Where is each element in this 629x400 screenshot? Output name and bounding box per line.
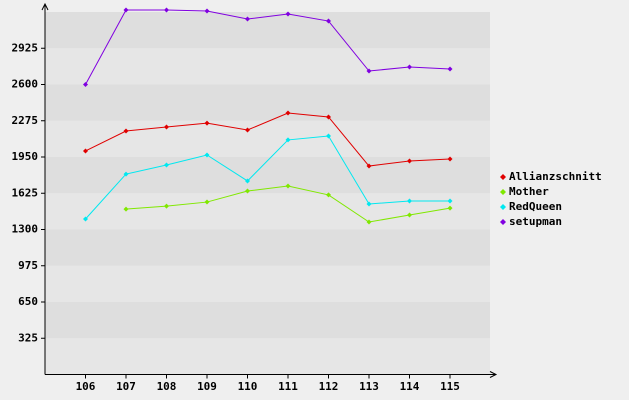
y-tick-label: 1300 [12, 223, 39, 236]
series-line [85, 112, 451, 167]
point [447, 198, 453, 204]
point [164, 203, 169, 209]
point [407, 158, 412, 164]
point [123, 171, 129, 177]
x-tick-label: 107 [116, 380, 136, 393]
x-tick-label: 106 [76, 380, 96, 393]
point [204, 199, 210, 205]
grid-band [45, 120, 490, 157]
point [285, 183, 291, 189]
y-axis-arrow [41, 2, 49, 11]
legend-marker [500, 204, 506, 210]
legend-label: RedQueen [509, 200, 562, 213]
x-tick-label: 111 [278, 380, 298, 393]
point [285, 11, 291, 17]
point [447, 66, 453, 72]
point [245, 16, 250, 22]
grid-band [45, 338, 490, 375]
point [245, 178, 250, 184]
point [164, 162, 169, 168]
legend-marker [500, 189, 506, 195]
point [164, 7, 169, 13]
grid-band [45, 193, 490, 230]
grid-band [45, 12, 490, 49]
legend-label: setupman [509, 215, 562, 228]
y-tick-label: 1950 [12, 150, 39, 163]
point [204, 8, 210, 14]
x-tick-label: 108 [157, 380, 177, 393]
grid-band [45, 265, 490, 302]
series-line [85, 135, 450, 220]
point [366, 163, 372, 169]
point [83, 82, 88, 87]
point [447, 205, 453, 211]
point [285, 137, 291, 143]
point [326, 114, 331, 120]
point [366, 219, 372, 225]
point [326, 192, 331, 198]
x-axis-arrow [489, 371, 498, 378]
x-tick-label: 112 [319, 380, 339, 393]
y-tick-label: 325 [18, 331, 38, 344]
point [83, 216, 88, 222]
point [204, 120, 210, 126]
y-tick-label: 1625 [12, 186, 39, 199]
y-tick-label: 2275 [12, 114, 39, 127]
point [447, 156, 453, 162]
y-tick-label: 2925 [12, 41, 39, 54]
grid-band [45, 229, 490, 266]
grid-band [45, 84, 490, 121]
series-line [85, 9, 451, 85]
point [366, 201, 372, 207]
point [83, 148, 88, 154]
x-tick-label: 113 [359, 380, 379, 393]
y-tick-label: 2600 [12, 78, 39, 91]
legend-label: Allianzschnitt [509, 170, 602, 183]
grid-band [45, 302, 490, 339]
point [326, 18, 331, 24]
legend-label: Mother [509, 185, 549, 198]
point [285, 110, 291, 116]
grid-band [45, 48, 490, 85]
point [245, 188, 250, 194]
point [123, 128, 129, 134]
y-tick-label: 650 [18, 295, 38, 308]
x-tick-label: 109 [197, 380, 217, 393]
x-tick-label: 114 [400, 380, 420, 393]
point [407, 198, 412, 204]
point [164, 124, 169, 130]
point [245, 127, 250, 133]
grid-band [45, 157, 490, 194]
point [204, 152, 210, 158]
point [407, 64, 412, 70]
point [326, 133, 331, 139]
point [123, 7, 129, 13]
point [407, 212, 412, 218]
x-tick-label: 115 [440, 380, 460, 393]
legend-marker [500, 219, 506, 225]
x-tick-label: 110 [238, 380, 258, 393]
y-tick-label: 975 [18, 259, 38, 272]
point [366, 68, 372, 74]
legend-marker [500, 174, 506, 180]
point [123, 206, 129, 212]
